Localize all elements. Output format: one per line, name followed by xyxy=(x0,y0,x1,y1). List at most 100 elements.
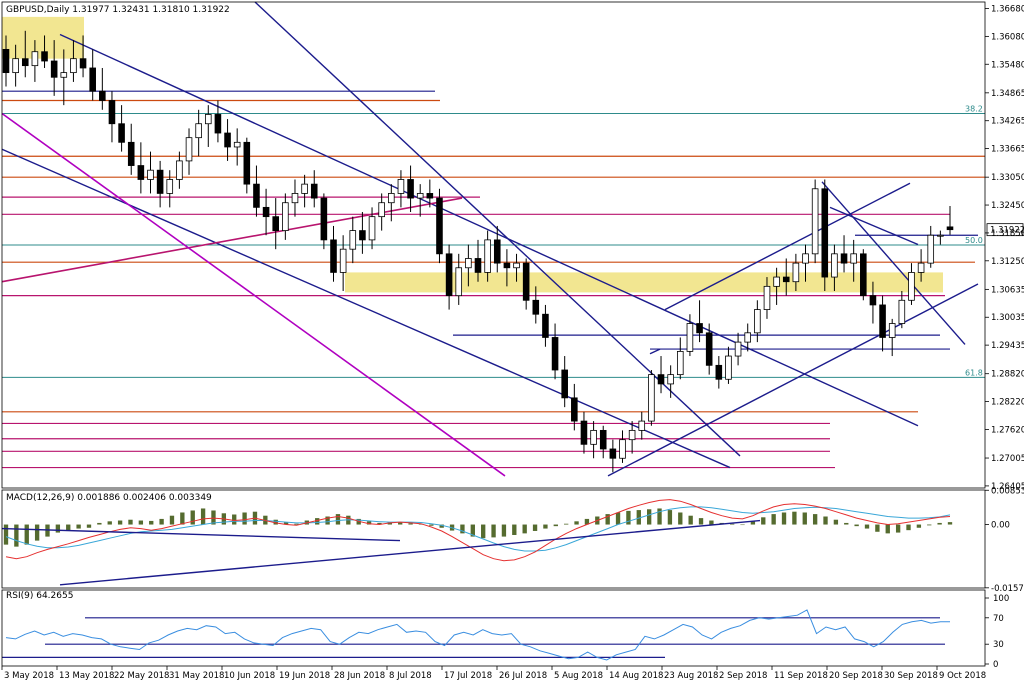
candle xyxy=(426,193,434,199)
macd-trendline xyxy=(59,519,761,586)
candle xyxy=(272,216,280,231)
candle xyxy=(831,253,838,278)
macd-histogram-bar xyxy=(66,524,71,531)
candle xyxy=(301,183,308,194)
price-axis-label: 1.28820 xyxy=(991,370,1024,380)
rsi-pane xyxy=(2,609,950,661)
candle xyxy=(310,183,318,199)
candle xyxy=(31,51,39,67)
candle xyxy=(850,253,857,264)
macd-histogram-bar xyxy=(117,520,123,525)
macd-histogram-bar xyxy=(273,519,278,525)
macd-histogram-bar xyxy=(294,523,299,525)
macd-histogram-bar xyxy=(460,524,465,534)
macd-histogram-bar xyxy=(418,524,424,525)
macd-histogram-bar xyxy=(439,524,444,528)
candle xyxy=(2,48,10,74)
candle xyxy=(137,165,145,180)
macd-histogram-bar xyxy=(398,522,403,525)
macd-histogram-bar xyxy=(429,524,434,526)
rsi-axis-label: 30 xyxy=(993,640,1004,650)
macd-main-line xyxy=(5,499,951,562)
macd-histogram-bar xyxy=(864,524,870,529)
x-axis-label: 2 Sep 2018 xyxy=(719,671,767,681)
candle xyxy=(108,100,116,125)
macd-histogram-bar xyxy=(180,512,185,525)
candle xyxy=(436,197,443,255)
price-axis-label: 1.31250 xyxy=(991,257,1024,267)
macd-histogram-bar xyxy=(698,518,704,525)
candle xyxy=(657,374,665,385)
macd-histogram-bar xyxy=(34,524,40,541)
macd-histogram-bar xyxy=(159,518,164,525)
candle xyxy=(214,114,222,134)
macd-histogram-bar xyxy=(232,514,237,525)
macd-histogram-bar xyxy=(854,524,859,527)
candle xyxy=(176,160,183,180)
axes: 1.36680 1.36080 1.35480 1.34865 1.34265 1.336… xyxy=(1,5,1024,681)
macd-histogram-bar xyxy=(844,522,849,525)
pane-frame xyxy=(1,589,986,667)
candle xyxy=(513,262,520,269)
x-axis-label: 28 Jun 2018 xyxy=(334,671,385,681)
candle xyxy=(888,323,896,338)
candle xyxy=(484,239,491,273)
macd-histogram-bar xyxy=(200,508,206,525)
macd-histogram-bar xyxy=(501,524,507,537)
macd-trendline xyxy=(1,527,401,542)
price-axis-label: 1.31850 xyxy=(991,229,1024,239)
candle xyxy=(41,51,48,62)
macd-histogram-bar xyxy=(605,514,610,525)
candle xyxy=(407,179,414,199)
price-axis-label: 1.32450 xyxy=(991,201,1024,211)
channel-top-line xyxy=(664,182,911,311)
macd-histogram-bar xyxy=(750,521,756,525)
candle xyxy=(416,193,424,199)
macd-histogram-bar xyxy=(688,515,693,525)
candle xyxy=(946,226,954,231)
macd-histogram-bar xyxy=(86,524,92,528)
macd-histogram-bar xyxy=(885,524,890,534)
price-axis-label: 1.36080 xyxy=(991,32,1024,42)
price-axis-label: 1.30635 xyxy=(991,285,1024,295)
macd-histogram-bar xyxy=(792,511,797,525)
candle xyxy=(628,429,636,441)
x-axis-label: 23 Aug 2018 xyxy=(664,671,718,681)
x-axis-label: 20 Sep 2018 xyxy=(829,671,883,681)
macd-histogram-bar xyxy=(833,519,839,525)
macd-histogram-bar xyxy=(481,524,486,539)
macd-histogram-bar xyxy=(76,524,81,529)
x-axis-label: 13 May 2018 xyxy=(59,671,114,681)
candle xyxy=(869,295,877,306)
fib-label: 50.0 xyxy=(965,236,983,245)
candle xyxy=(686,323,694,352)
price-axis-label: 1.33050 xyxy=(991,173,1024,183)
rsi-axis-label: 100 xyxy=(993,594,1009,604)
candle xyxy=(648,374,655,422)
candle xyxy=(378,202,385,218)
macd-histogram-bar xyxy=(55,524,61,533)
candle xyxy=(551,337,559,371)
macd-histogram-bar xyxy=(512,524,517,535)
pane-frames xyxy=(1,1,986,667)
macd-histogram-bar xyxy=(325,516,330,525)
candle xyxy=(590,429,597,445)
x-axis-label: 11 Sep 2018 xyxy=(774,671,828,681)
x-axis-label: 19 Jun 2018 xyxy=(279,671,330,681)
price-axis-label: 1.27005 xyxy=(991,454,1024,464)
rsi-axis-label: 70 xyxy=(993,614,1004,624)
macd-histogram-bar xyxy=(532,524,538,531)
macd-histogram-bar xyxy=(584,518,590,525)
macd-histogram-bar xyxy=(802,512,807,525)
macd-histogram-bar xyxy=(169,515,175,525)
rsi-line xyxy=(5,609,950,661)
x-axis-label: 3 May 2018 xyxy=(4,671,54,681)
macd-histogram-bar xyxy=(937,522,942,525)
rsi-axis-label: 0 xyxy=(993,660,998,670)
candle xyxy=(262,206,270,218)
candle xyxy=(493,239,501,264)
candle xyxy=(503,262,511,269)
trendline xyxy=(829,206,919,246)
candle xyxy=(349,230,357,250)
channel-bottom-line xyxy=(607,283,979,477)
